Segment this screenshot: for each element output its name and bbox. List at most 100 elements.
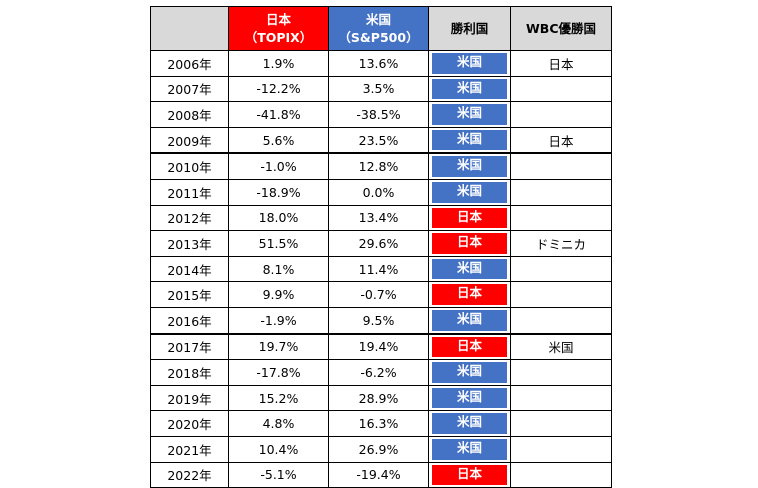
table-cell: 日本 — [428, 333, 511, 361]
column-header: 年 — [150, 6, 229, 51]
table-cell: -19.4% — [328, 461, 429, 488]
column-header: 日本 （TOPIX） — [228, 6, 329, 51]
winner-badge: 米国 — [432, 53, 507, 74]
table-cell: 26.9% — [328, 435, 429, 463]
table-cell: 9.5% — [328, 306, 429, 335]
winner-badge: 米国 — [432, 104, 507, 125]
winner-badge: 米国 — [432, 181, 507, 203]
table-cell: 13.4% — [328, 204, 429, 232]
table-row: 2012年 18.0% 13.4% 日本 — [150, 204, 612, 232]
table-cell: 1.9% — [228, 50, 329, 77]
table-cell: 8.1% — [228, 255, 329, 283]
table-cell: 5.6% — [228, 126, 329, 155]
table-row: 2021年 10.4% 26.9% 米国 — [150, 435, 612, 463]
table-cell: 19.4% — [328, 333, 429, 361]
table-cell: 2011年 — [150, 178, 229, 206]
table-body: 2006年 1.9% 13.6% 米国 日本 2007年 -12.2% 3.5% 米国 2008年… — [150, 50, 612, 488]
table-row: 2019年 15.2% 28.9% 米国 — [150, 384, 612, 412]
table-cell: -38.5% — [328, 101, 429, 128]
table-cell — [510, 255, 612, 283]
table-cell: 9.9% — [228, 281, 329, 308]
table-cell: 日本 — [428, 281, 511, 308]
table-cell: 米国 — [428, 410, 511, 437]
table-cell: 3.5% — [328, 75, 429, 103]
winner-badge: 米国 — [432, 438, 507, 460]
table-cell: 日本 — [510, 126, 612, 155]
table-cell: 2016年 — [150, 306, 229, 335]
table-row: 2014年 8.1% 11.4% 米国 — [150, 255, 612, 283]
table-cell: 米国 — [510, 333, 612, 361]
table-cell — [510, 359, 612, 386]
winner-badge: 日本 — [432, 284, 507, 305]
table-cell: 日本 — [428, 230, 511, 257]
winner-badge: 米国 — [432, 309, 507, 331]
table-cell: 23.5% — [328, 126, 429, 155]
table-cell: 日本 — [428, 204, 511, 232]
table-row: 2022年 -5.1% -19.4% 日本 — [150, 461, 612, 488]
table-cell: -18.9% — [228, 178, 329, 206]
table-row: 2018年 -17.8% -6.2% 米国 — [150, 359, 612, 386]
table-row: 2013年 51.5% 29.6% 日本 ドミニカ — [150, 230, 612, 257]
table-cell: 0.0% — [328, 178, 429, 206]
table-cell: 15.2% — [228, 384, 329, 412]
table-row: 2007年 -12.2% 3.5% 米国 — [150, 75, 612, 103]
table-cell: 2013年 — [150, 230, 229, 257]
winner-badge: 日本 — [432, 336, 507, 358]
table-row: 2010年 -1.0% 12.8% 米国 — [150, 152, 612, 180]
table-cell — [510, 306, 612, 335]
table-cell: 2021年 — [150, 435, 229, 463]
table-cell: -1.0% — [228, 152, 329, 180]
table-cell: 米国 — [428, 306, 511, 335]
table-cell — [510, 461, 612, 488]
table-cell — [510, 101, 612, 128]
table-cell: 11.4% — [328, 255, 429, 283]
table-row: 2011年 -18.9% 0.0% 米国 — [150, 178, 612, 206]
table-cell: 米国 — [428, 126, 511, 155]
table-cell: 2007年 — [150, 75, 229, 103]
table-cell: 13.6% — [328, 50, 429, 77]
table-cell: 16.3% — [328, 410, 429, 437]
table-row: 2020年 4.8% 16.3% 米国 — [150, 410, 612, 437]
winner-badge: 米国 — [432, 156, 507, 177]
table-cell: 日本 — [510, 50, 612, 77]
table-cell: -1.9% — [228, 306, 329, 335]
table-cell: 18.0% — [228, 204, 329, 232]
winner-badge: 日本 — [432, 233, 507, 254]
winner-badge: 米国 — [432, 362, 507, 383]
column-header: WBC優勝国 — [510, 6, 612, 51]
table-row: 2006年 1.9% 13.6% 米国 日本 — [150, 50, 612, 77]
table-cell — [510, 410, 612, 437]
table-cell: -5.1% — [228, 461, 329, 488]
table-cell: 29.6% — [328, 230, 429, 257]
table-cell — [510, 281, 612, 308]
table-cell: 米国 — [428, 359, 511, 386]
table-row: 2008年 -41.8% -38.5% 米国 — [150, 101, 612, 128]
winner-badge: 日本 — [432, 207, 507, 229]
table-row: 2017年 19.7% 19.4% 日本 米国 — [150, 333, 612, 361]
table-cell: 米国 — [428, 384, 511, 412]
table-cell: 米国 — [428, 75, 511, 103]
table-cell — [510, 435, 612, 463]
table-cell: 10.4% — [228, 435, 329, 463]
table-row: 2015年 9.9% -0.7% 日本 — [150, 281, 612, 308]
table-cell: -6.2% — [328, 359, 429, 386]
table-cell: 日本 — [428, 461, 511, 488]
winner-badge: 米国 — [432, 387, 507, 409]
table-cell: 2019年 — [150, 384, 229, 412]
table-cell — [510, 178, 612, 206]
table-cell: 米国 — [428, 255, 511, 283]
table-cell: 2006年 — [150, 50, 229, 77]
table-cell: ドミニカ — [510, 230, 612, 257]
winner-badge: 日本 — [432, 464, 507, 486]
table-cell: 12.8% — [328, 152, 429, 180]
table-cell: 19.7% — [228, 333, 329, 361]
table-cell: 2010年 — [150, 152, 229, 180]
table-cell: 4.8% — [228, 410, 329, 437]
table-cell — [510, 75, 612, 103]
table-cell: 2017年 — [150, 333, 229, 361]
table-cell: -41.8% — [228, 101, 329, 128]
column-header: 米国 （S&P500） — [328, 6, 429, 51]
table-cell: 2014年 — [150, 255, 229, 283]
table-cell: 米国 — [428, 435, 511, 463]
